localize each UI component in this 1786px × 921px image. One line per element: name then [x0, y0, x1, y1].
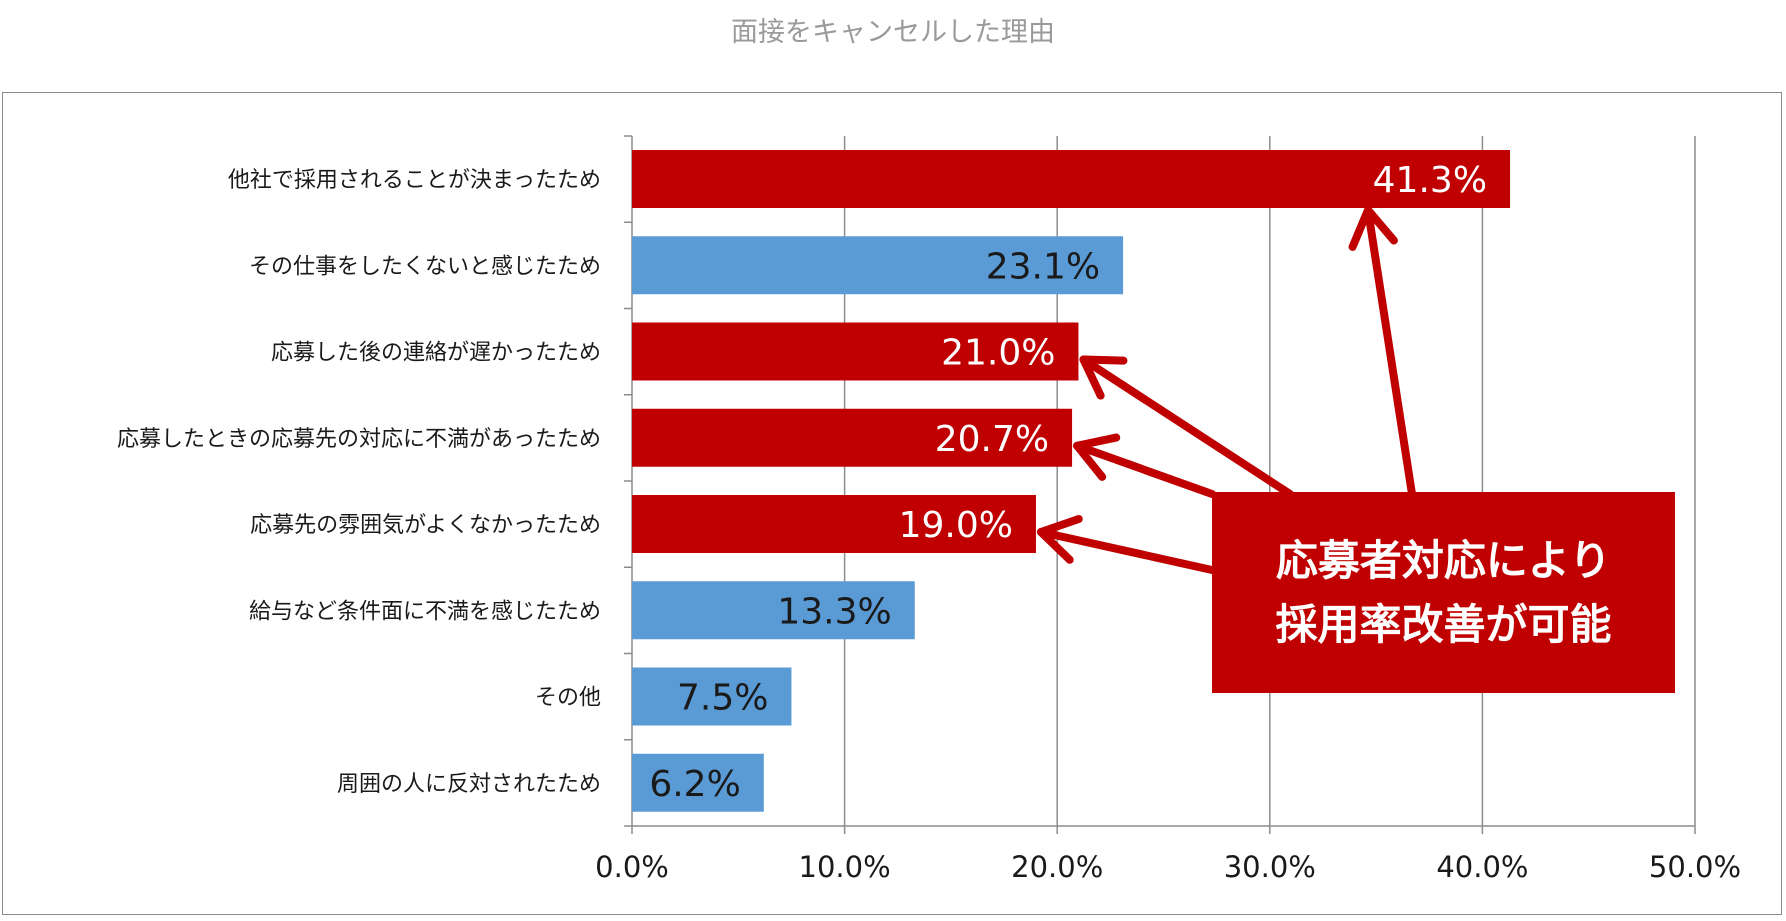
- bar: [632, 408, 1073, 467]
- bar-value-label: 41.3%: [1373, 160, 1487, 201]
- category-label: 周囲の人に反対されたため: [337, 772, 601, 797]
- bar-value-label: 13.3%: [777, 591, 891, 632]
- bar-value-label: 21.0%: [941, 333, 1055, 374]
- category-label: 給与など条件面に不満を感じたため: [249, 599, 601, 624]
- category-label: 他社で採用されることが決まったため: [228, 168, 601, 193]
- x-tick-label: 50.0%: [1649, 850, 1741, 884]
- arrow-head: [1036, 514, 1083, 564]
- category-label: その他: [535, 686, 601, 711]
- annotation-arrow: [1364, 206, 1416, 498]
- bar: [632, 495, 1036, 553]
- bar-value-label: 7.5%: [677, 678, 768, 719]
- bar: [632, 581, 915, 640]
- category-label: その仕事をしたくないと感じたため: [249, 254, 601, 279]
- bar: [632, 236, 1124, 295]
- callout-box: 応募者対応により 採用率改善が可能: [1212, 492, 1675, 693]
- arrow-head: [1348, 206, 1398, 251]
- bar: [632, 753, 764, 812]
- annotation-arrow: [1073, 441, 1216, 498]
- bar: [632, 322, 1079, 381]
- bar-value-label: 6.2%: [649, 764, 740, 805]
- callout-line-2: 採用率改善が可能: [1275, 599, 1612, 649]
- bar: [632, 667, 792, 726]
- bar-value-label: 20.7%: [935, 419, 1049, 460]
- x-tick-label: 30.0%: [1224, 850, 1316, 884]
- annotation-arrow: [1036, 528, 1216, 574]
- callout-line-1: 応募者対応により: [1275, 535, 1612, 585]
- category-label: 応募した後の連絡が遅かったため: [271, 341, 601, 366]
- bar: [632, 150, 1511, 208]
- category-label: 応募したときの応募先の対応に不満があったため: [117, 427, 601, 452]
- x-tick-label: 20.0%: [1011, 850, 1103, 884]
- category-label: 応募先の雰囲気がよくなかったため: [250, 513, 601, 538]
- x-tick-label: 0.0%: [595, 850, 669, 884]
- chart-frame: [2, 92, 1782, 915]
- arrow-head: [1079, 355, 1128, 400]
- bar-value-label: 23.1%: [986, 246, 1100, 287]
- x-tick-label: 40.0%: [1436, 850, 1528, 884]
- annotation-arrow: [1079, 355, 1294, 498]
- chart-title: 面接をキャンセルした理由: [731, 17, 1055, 48]
- bar-value-label: 19.0%: [899, 505, 1013, 546]
- x-tick-label: 10.0%: [799, 850, 891, 884]
- arrow-head: [1073, 433, 1121, 481]
